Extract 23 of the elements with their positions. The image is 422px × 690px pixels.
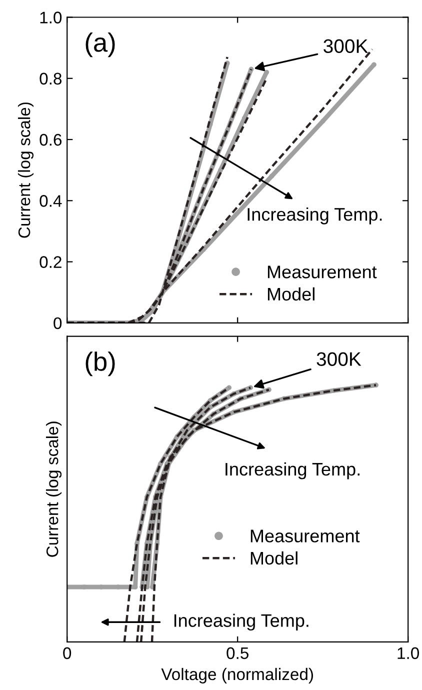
legend-label: Measurement: [268, 266, 377, 278]
y-tick-label: 0.2: [40, 256, 62, 268]
annotation: Increasing Temp.: [226, 462, 360, 480]
y-tick-label: 0.6: [40, 134, 62, 146]
y-axis-title: Current (log scale): [46, 422, 62, 557]
y-tick-label: 1.0: [40, 12, 62, 24]
y-tick-label: 0: [54, 317, 62, 330]
annotation: 300K: [324, 39, 368, 54]
legend-label: Model: [250, 551, 298, 565]
x-tick-label: 0.5: [226, 647, 248, 660]
x-tick-label: 0: [63, 647, 72, 660]
annotation: Increasing Temp.: [248, 208, 382, 224]
y-tick-label: 0.4: [40, 195, 62, 207]
annotation: 300K: [316, 352, 362, 366]
x-tick-label: 1.0: [398, 647, 420, 660]
legend-label: Model: [268, 287, 314, 301]
text: (a): [86, 32, 115, 58]
y-axis-title: Current (log scale): [18, 102, 34, 238]
y-tick-label: 0.8: [40, 72, 62, 85]
legend-label: Measurement: [250, 530, 360, 542]
annotation: Increasing Temp.: [174, 614, 308, 631]
chart-title: (b): [86, 352, 115, 376]
x-axis-title: Voltage (normalized): [161, 668, 313, 684]
